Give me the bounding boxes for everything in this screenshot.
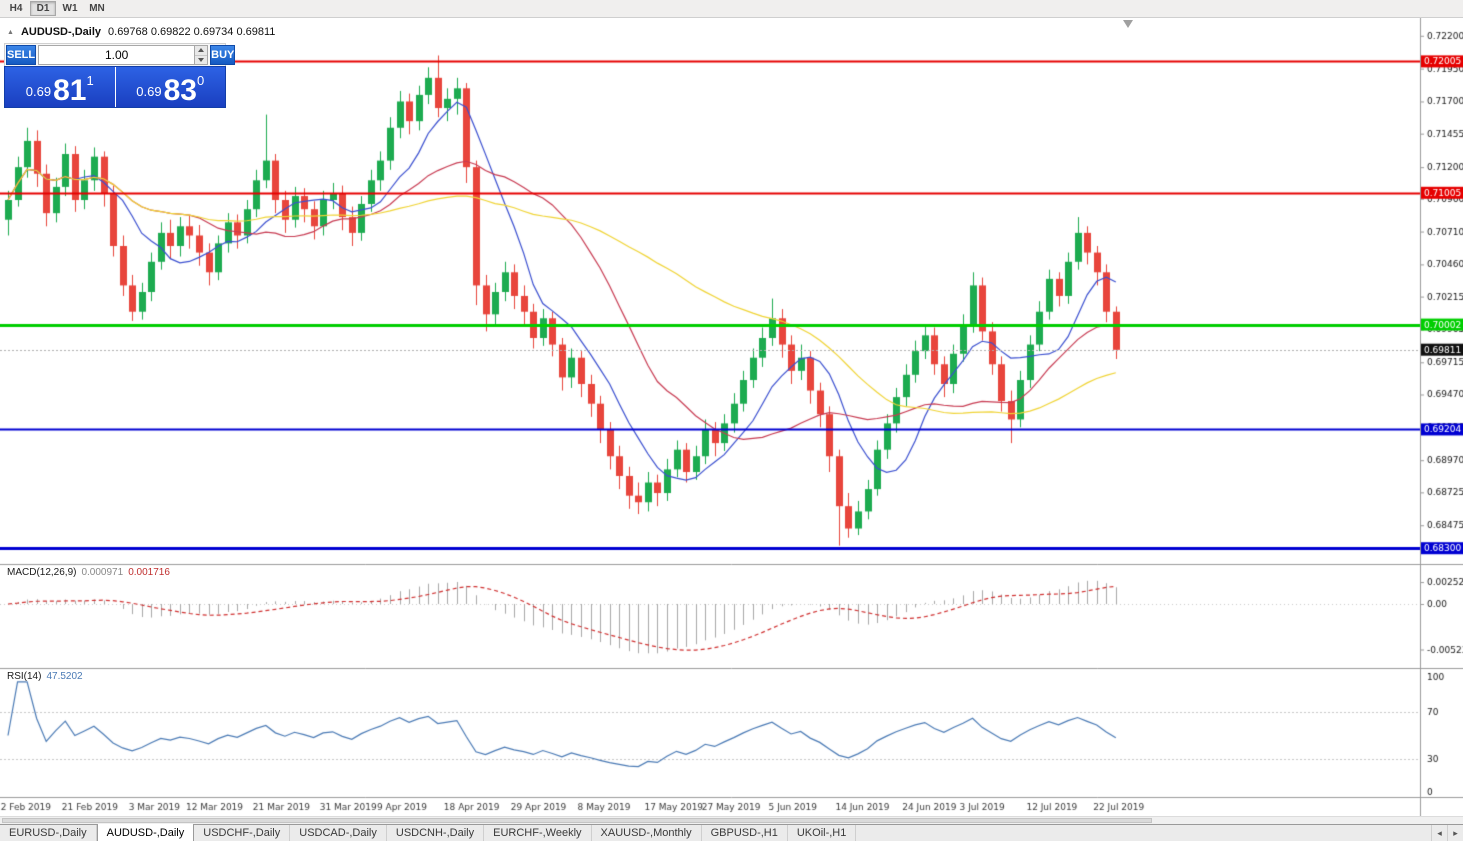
buy-button[interactable]: BUY [210, 45, 236, 65]
scrollbar-thumb[interactable] [2, 818, 1152, 823]
rsi-indicator-label: RSI(14) 47.5202 [7, 671, 83, 682]
tab-scroll-left-icon[interactable]: ◂ [1431, 825, 1447, 841]
ask-price-big-digits: 83 [163, 74, 197, 107]
tab-audusd-daily[interactable]: AUDUSD-,Daily [96, 824, 195, 841]
sell-button[interactable]: SELL [6, 45, 37, 65]
timeframe-toolbar: H4 D1 W1 MN [0, 0, 1463, 18]
rsi-value: 47.5202 [46, 671, 83, 682]
chart-symbol-label: AUDUSD-,Daily [20, 26, 102, 38]
chart-title: ▲ AUDUSD-,Daily 0.69768 0.69822 0.69734 … [7, 26, 275, 38]
tab-ukoil-h1[interactable]: UKOil-,H1 [788, 825, 857, 841]
tab-xauusd-monthly[interactable]: XAUUSD-,Monthly [592, 825, 702, 841]
bid-price-big-digits: 81 [53, 74, 87, 107]
volume-stepper [38, 45, 209, 65]
macd-name: MACD(12,26,9) [7, 567, 77, 578]
volume-input[interactable] [39, 46, 195, 64]
chart-area [0, 18, 1463, 816]
timeframe-w1-button[interactable]: W1 [62, 3, 78, 14]
up-arrow-icon [198, 48, 205, 53]
collapse-icon[interactable]: ▲ [7, 28, 14, 36]
rsi-name: RSI(14) [7, 671, 42, 682]
timeframe-h4-button[interactable]: H4 [9, 3, 23, 14]
chart-tabs-bar: EURUSD-,Daily AUDUSD-,Daily USDCHF-,Dail… [0, 824, 1463, 841]
tab-usdcad-daily[interactable]: USDCAD-,Daily [290, 825, 387, 841]
tab-gbpusd-h1[interactable]: GBPUSD-,H1 [702, 825, 788, 841]
chart-shift-marker-icon[interactable] [1123, 20, 1133, 28]
bid-price[interactable]: 0.69 81 1 [5, 67, 116, 107]
macd-indicator-label: MACD(12,26,9) 0.000971 0.001716 [7, 567, 170, 578]
bid-price-pipette: 1 [86, 73, 94, 88]
chart-ohlc-values: 0.69768 0.69822 0.69734 0.69811 [108, 26, 276, 38]
horizontal-scrollbar[interactable] [0, 816, 1463, 824]
timeframe-mn-button[interactable]: MN [89, 3, 105, 14]
tab-usdchf-daily[interactable]: USDCHF-,Daily [194, 825, 291, 841]
timeframe-d1-button[interactable]: D1 [30, 1, 56, 16]
bid-price-prefix: 0.69 [25, 84, 52, 99]
volume-decrease-button[interactable] [195, 55, 208, 64]
tab-usdcnh-daily[interactable]: USDCNH-,Daily [387, 825, 485, 841]
macd-signal-value: 0.001716 [128, 567, 170, 578]
ask-price-pipette: 0 [196, 73, 205, 88]
volume-increase-button[interactable] [195, 46, 208, 56]
down-arrow-icon [198, 57, 205, 62]
price-chart-canvas[interactable] [0, 18, 1463, 816]
tab-scroll-right-icon[interactable]: ▸ [1447, 825, 1463, 841]
ask-price[interactable]: 0.69 83 0 [115, 67, 225, 107]
tab-eurchf-weekly[interactable]: EURCHF-,Weekly [484, 825, 592, 841]
tab-eurusd-daily[interactable]: EURUSD-,Daily [0, 825, 97, 841]
ask-price-prefix: 0.69 [136, 84, 162, 99]
macd-main-value: 0.000971 [81, 567, 124, 578]
